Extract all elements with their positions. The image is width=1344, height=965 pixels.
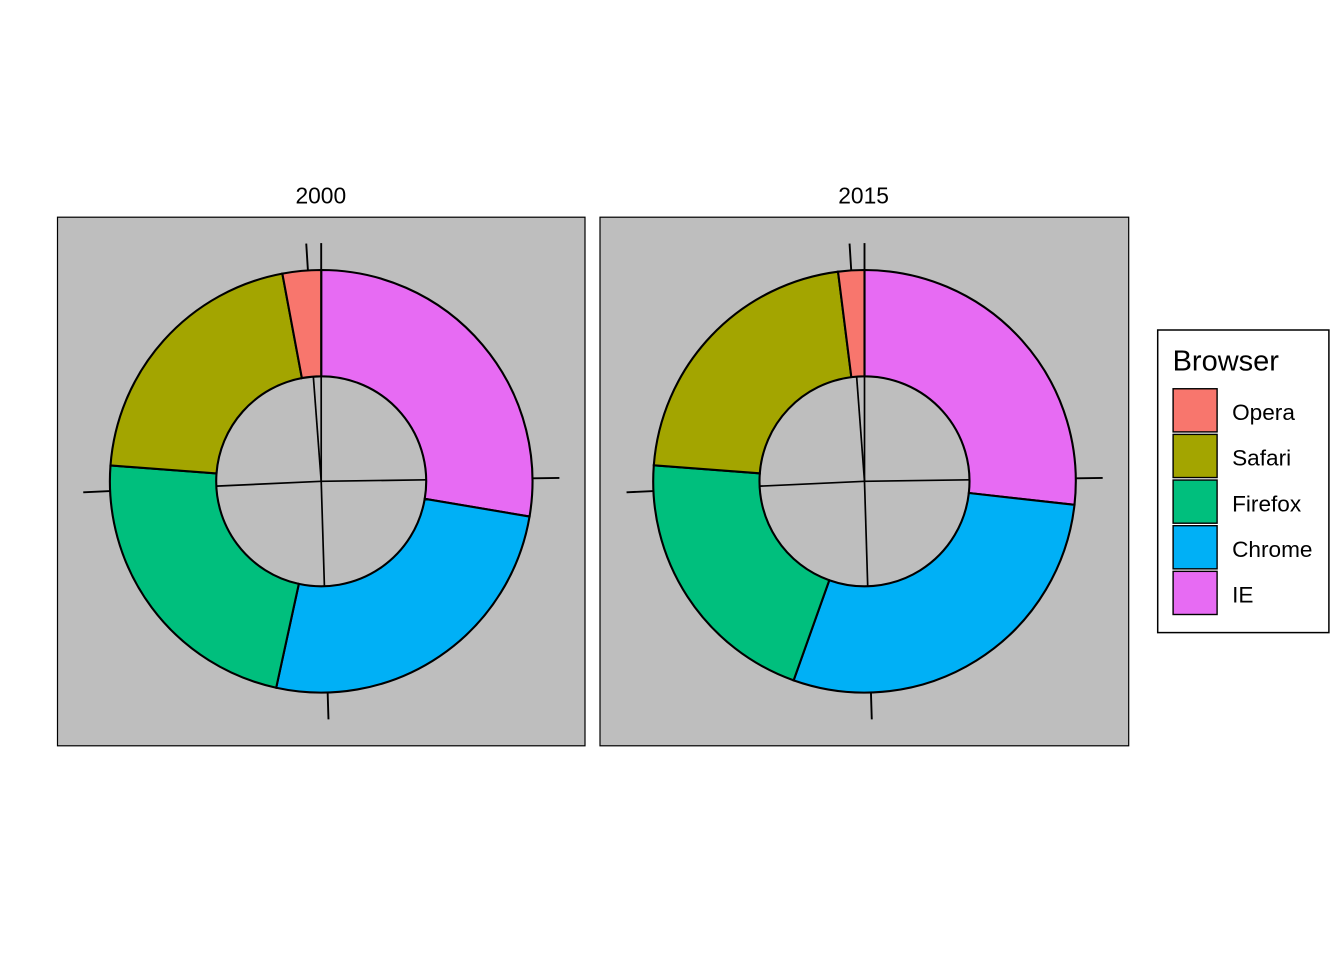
svg-text:Opera: Opera [1232, 400, 1295, 425]
svg-text:2000: 2000 [295, 183, 346, 209]
svg-text:Safari: Safari [1232, 446, 1291, 471]
svg-text:Firefox: Firefox [1232, 491, 1302, 516]
svg-text:Browser: Browser [1173, 346, 1280, 378]
svg-text:2015: 2015 [838, 183, 889, 209]
svg-text:IE: IE [1232, 583, 1253, 608]
svg-text:Chrome: Chrome [1232, 537, 1312, 562]
